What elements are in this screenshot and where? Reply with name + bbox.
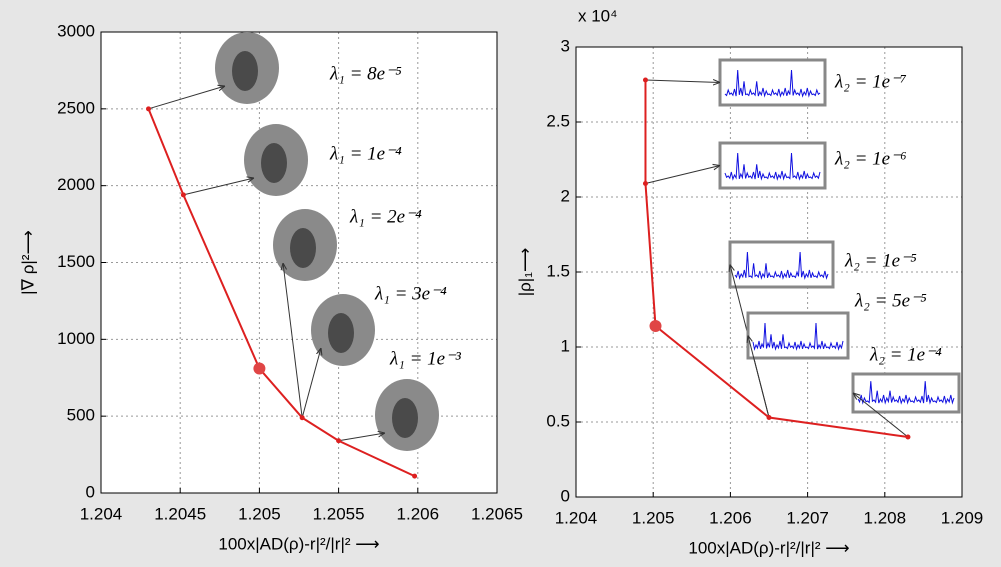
y-tick-label: 1 — [561, 336, 570, 355]
highlight-point — [253, 362, 266, 375]
annotation: λ₂ = 1e⁻⁴ — [869, 344, 942, 365]
annotation: λ₂ = 1e⁻⁷ — [834, 71, 907, 92]
inset-spectrum-frame — [718, 141, 827, 190]
plot-frame — [575, 46, 963, 498]
annotation: λ₁ = 1e⁻⁴ — [329, 143, 402, 164]
x-tick-label: 1.2045 — [154, 504, 206, 523]
x-tick-label: 1.206 — [709, 508, 752, 527]
inset-image-core — [232, 51, 258, 91]
inset-spectrum — [734, 251, 829, 280]
data-point — [642, 181, 648, 186]
y-tick-label: 3 — [561, 36, 570, 55]
arrow — [283, 263, 303, 418]
y-multiplier: x 10⁴ — [578, 6, 617, 25]
plot-frame — [100, 31, 498, 494]
y-tick-label: 500 — [67, 406, 95, 425]
y-tick-label: 3000 — [57, 21, 95, 40]
y-tick-label: 0 — [561, 486, 570, 505]
data-point — [766, 415, 772, 420]
x-tick-label: 1.2065 — [471, 504, 523, 523]
inset-spectrum-frame — [746, 311, 850, 360]
x-axis-label: 100x|AD(ρ)-r|²/|r|² ⟶ — [688, 538, 849, 557]
y-axis-label: |∇ ρ|²⟶ — [18, 230, 37, 295]
inset-spectrum-frame — [851, 372, 961, 414]
y-tick-label: 2.5 — [546, 111, 570, 130]
annotation: λ₁ = 1e⁻³ — [389, 348, 461, 369]
inset-image-core — [261, 143, 287, 183]
x-tick-label: 1.204 — [555, 508, 598, 527]
arrow — [645, 166, 720, 184]
arrow — [853, 393, 909, 438]
highlight-point — [649, 320, 662, 332]
inset-spectrum — [724, 69, 821, 98]
y-tick-label: 2 — [561, 186, 570, 205]
x-tick-label: 1.207 — [786, 508, 829, 527]
arrow — [148, 86, 225, 110]
annotation: λ₂ = 1e⁻⁵ — [844, 250, 917, 271]
x-axis-label: 100x|AD(ρ)-r|²/|r|² ⟶ — [218, 534, 379, 553]
arrow — [338, 433, 385, 442]
annotation: λ₁ = 8e⁻⁵ — [329, 63, 402, 84]
data-point — [905, 434, 911, 440]
annotation: λ₂ = 1e⁻⁶ — [834, 148, 907, 169]
inset-image-core — [392, 398, 418, 438]
annotation: λ₁ = 2e⁻⁴ — [349, 206, 422, 227]
annotation: λ₂ = 5e⁻⁵ — [854, 290, 927, 311]
data-point — [299, 415, 305, 421]
inset-spectrum — [752, 322, 844, 351]
data-line — [147, 108, 416, 478]
arrow — [301, 348, 321, 418]
data-point — [336, 438, 342, 444]
x-tick-label: 1.205 — [632, 508, 675, 527]
y-tick-label: 2500 — [57, 98, 95, 117]
inset-spectrum — [857, 381, 955, 405]
inset-spectrum — [724, 152, 821, 181]
data-point — [180, 192, 186, 198]
data-point — [412, 473, 418, 479]
inset-image-core — [290, 228, 316, 268]
y-tick-label: 0.5 — [546, 411, 570, 430]
x-tick-label: 1.2055 — [313, 504, 365, 523]
x-tick-label: 1.209 — [941, 508, 984, 527]
y-axis-label: |ρ|₁⟶ — [515, 248, 534, 297]
y-tick-label: 2000 — [57, 175, 95, 194]
y-tick-label: 1500 — [57, 252, 95, 271]
arrow — [183, 178, 254, 196]
x-tick-label: 1.204 — [80, 504, 123, 523]
x-tick-label: 1.205 — [238, 504, 281, 523]
arrow — [645, 80, 720, 83]
arrow — [748, 336, 770, 418]
x-tick-label: 1.208 — [864, 508, 907, 527]
annotation: λ₁ = 3e⁻⁴ — [374, 283, 447, 304]
inset-image-core — [328, 313, 354, 353]
y-tick-label: 1.5 — [546, 261, 570, 280]
inset-spectrum-frame — [718, 58, 827, 107]
x-tick-label: 1.206 — [397, 504, 440, 523]
inset-spectrum-frame — [728, 240, 835, 289]
y-tick-label: 0 — [86, 482, 95, 501]
y-tick-label: 1000 — [57, 329, 95, 348]
data-point — [146, 106, 152, 112]
data-point — [642, 77, 648, 83]
